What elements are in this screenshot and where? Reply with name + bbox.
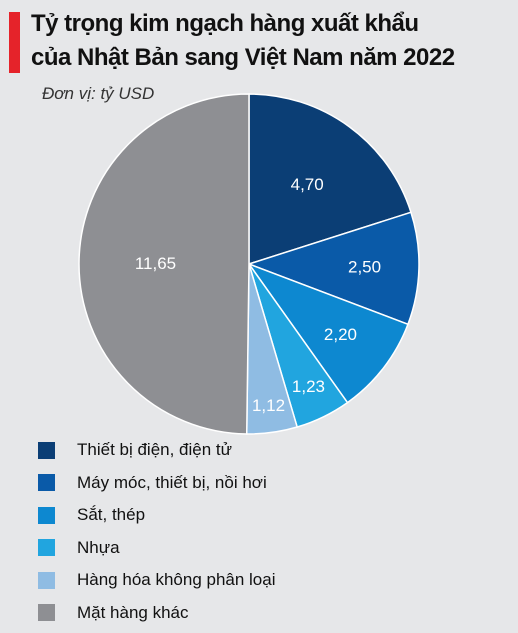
pie-slice-mat-hang-khac — [78, 93, 250, 435]
legend-swatch — [38, 441, 55, 459]
pie-slice-thiet-bi-dien-dien-tu — [248, 93, 412, 266]
legend-item: Máy móc, thiết bị, nồi hơi — [38, 467, 276, 500]
legend-swatch — [38, 539, 55, 557]
pie-slice-value-label: 2,50 — [348, 258, 381, 277]
legend-item: Nhựa — [38, 532, 276, 565]
chart-legend: Thiết bị điện, điện tử Máy móc, thiết bị,… — [38, 434, 276, 629]
legend-item: Sắt, thép — [38, 499, 276, 532]
legend-label: Nhựa — [77, 537, 120, 557]
title-accent-bar — [9, 12, 20, 73]
pie-slice-value-label: 1,23 — [292, 377, 325, 396]
legend-swatch — [38, 506, 55, 524]
pie-slice-may-moc-thiet-bi-noi-hoi — [246, 211, 420, 326]
legend-swatch — [38, 604, 55, 622]
chart-title-line-1: Tỷ trọng kim ngạch hàng xuất khẩu — [31, 10, 419, 37]
legend-label: Thiết bị điện, điện tử — [77, 440, 233, 460]
pie-slice-value-label: 11,65 — [135, 254, 176, 273]
unit-label: Đơn vị: tỷ USD — [42, 84, 155, 103]
pie-slice-value-label: 1,12 — [252, 396, 285, 415]
chart-title-line-2: của Nhật Bản sang Việt Nam năm 2022 — [31, 44, 455, 71]
legend-swatch — [38, 474, 55, 492]
legend-label: Hàng hóa không phân loại — [77, 570, 276, 590]
legend-item: Hàng hóa không phân loại — [38, 564, 276, 597]
legend-label: Mặt hàng khác — [77, 602, 189, 622]
legend-item: Thiết bị điện, điện tử — [38, 434, 276, 467]
pie-slice-value-label: 4,70 — [291, 175, 324, 194]
legend-label: Máy móc, thiết bị, nồi hơi — [77, 472, 267, 492]
legend-label: Sắt, thép — [77, 505, 146, 525]
legend-swatch — [38, 571, 55, 589]
legend-item: Mặt hàng khác — [38, 597, 276, 630]
chart-title: Tỷ trọng kim ngạch hàng xuất khẩu của Nh… — [31, 7, 511, 75]
pie-slice-sat-thep — [246, 262, 409, 404]
pie-slice-value-label: 2,20 — [324, 325, 357, 344]
